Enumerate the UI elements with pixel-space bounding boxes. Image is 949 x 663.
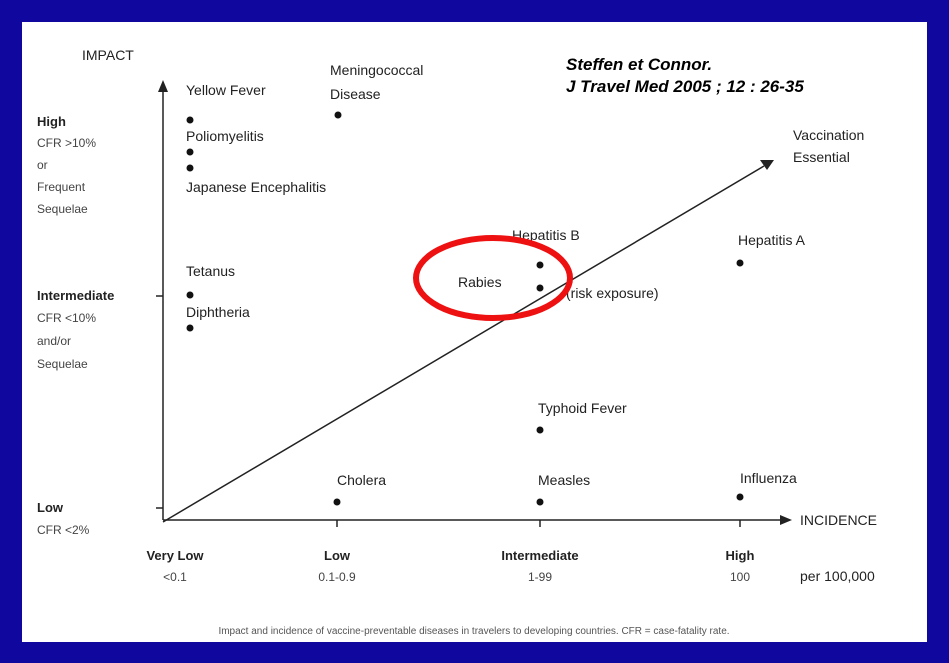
disease-label: Diphtheria	[186, 304, 250, 320]
diagonal-label: Vaccination	[793, 127, 864, 143]
disease-label: Influenza	[740, 470, 797, 486]
diagonal	[162, 165, 765, 523]
y-detail: or	[37, 158, 48, 172]
x-detail: 0.1-0.9	[318, 570, 356, 584]
disease-label: Rabies	[458, 274, 502, 290]
x-unit: per 100,000	[800, 568, 875, 584]
y-detail: Sequelae	[37, 202, 88, 216]
dot	[536, 498, 544, 506]
disease-label: (risk exposure)	[566, 285, 659, 301]
dot	[186, 164, 194, 172]
y-detail: CFR >10%	[37, 136, 96, 150]
x-detail: 1-99	[528, 570, 552, 584]
disease-label: Japanese Encephalitis	[186, 179, 326, 195]
highlight-ring	[413, 235, 573, 321]
citation: Steffen et Connor.	[566, 55, 712, 74]
caption: Impact and incidence of vaccine-preventa…	[218, 626, 729, 637]
disease-label: Disease	[330, 86, 381, 102]
x-level: Very Low	[146, 548, 204, 563]
x-level: High	[726, 548, 755, 563]
axes	[156, 90, 780, 527]
disease-label: Typhoid Fever	[538, 400, 627, 416]
x-detail: 100	[730, 570, 750, 584]
citation: J Travel Med 2005 ; 12 : 26-35	[566, 77, 804, 96]
dot	[186, 324, 194, 332]
y-arrow	[158, 80, 168, 92]
y-detail: Frequent	[37, 180, 86, 194]
dot	[736, 493, 744, 501]
y-level: High	[37, 114, 66, 129]
y-level: Low	[37, 500, 64, 515]
disease-label: Cholera	[337, 472, 386, 488]
panel	[22, 22, 927, 642]
dot	[186, 148, 194, 156]
dot	[186, 291, 194, 299]
disease-label: Measles	[538, 472, 590, 488]
x-arrow	[780, 515, 792, 525]
dot	[334, 111, 342, 119]
disease-label: Tetanus	[186, 263, 235, 279]
y-detail: CFR <2%	[37, 523, 90, 537]
x-detail: <0.1	[163, 570, 187, 584]
dot	[333, 498, 341, 506]
x-levels: Very Low <0.1 Low 0.1-0.9 Intermediate 1…	[146, 548, 754, 584]
dot	[536, 426, 544, 434]
dot	[186, 116, 194, 124]
disease-label: Poliomyelitis	[186, 128, 264, 144]
disease-label: Hepatitis B	[512, 227, 580, 243]
x-level: Intermediate	[501, 548, 578, 563]
diag-arrow	[760, 160, 774, 170]
disease-label: Hepatitis A	[738, 232, 806, 248]
x-title: INCIDENCE	[800, 512, 877, 528]
dot	[736, 259, 744, 267]
diagonal-label: Essential	[793, 149, 850, 165]
disease-label: Meningococcal	[330, 62, 423, 78]
dot	[536, 284, 544, 292]
y-level: Intermediate	[37, 288, 114, 303]
y-detail: Sequelae	[37, 357, 88, 371]
dots	[186, 111, 744, 506]
y-detail: CFR <10%	[37, 311, 96, 325]
disease-label: Yellow Fever	[186, 82, 266, 98]
dot	[536, 261, 544, 269]
y-detail: and/or	[37, 334, 71, 348]
y-title: IMPACT	[82, 47, 134, 63]
x-level: Low	[324, 548, 351, 563]
